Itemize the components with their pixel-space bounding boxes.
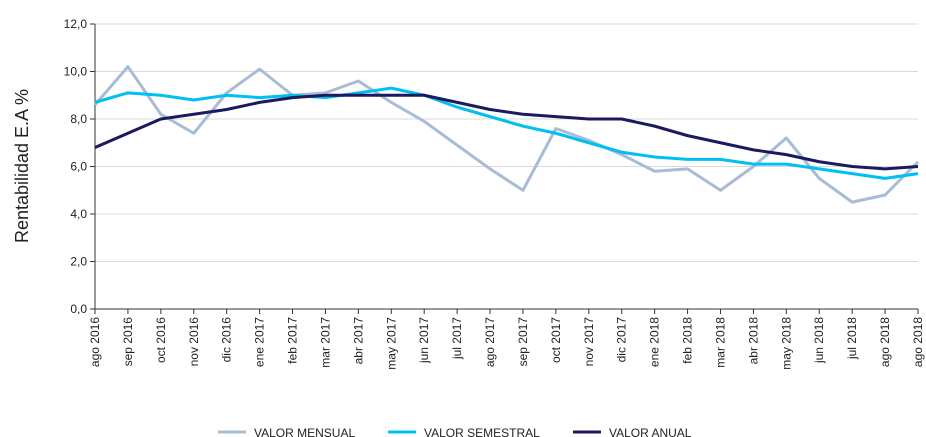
y-axis-title: Rentabilidad E.A %: [12, 89, 32, 243]
x-tick-label: ago 2018: [878, 317, 892, 367]
x-tick-label: oct 2016: [154, 317, 168, 363]
y-tick-label: 4,0: [70, 207, 87, 221]
y-tick-label: 10,0: [64, 65, 88, 79]
y-tick-label: 8,0: [70, 112, 87, 126]
x-tick-label: jul 2017: [450, 317, 464, 360]
x-tick-label: abr 2018: [746, 317, 760, 365]
x-tick-label: nov 2017: [582, 317, 596, 367]
x-tick-label: ago 2016: [88, 317, 102, 367]
series-line: [94, 86, 919, 180]
x-tick-label: feb 2018: [681, 317, 695, 364]
x-tick-label: may 2017: [384, 317, 398, 370]
x-tick-label: nov 2016: [187, 317, 201, 367]
series-line: [93, 65, 920, 204]
x-tick-label: ago 2017: [483, 317, 497, 367]
y-tick-label: 12,0: [64, 17, 88, 31]
x-tick-label: may 2018: [779, 317, 793, 370]
x-tick-label: sep 2016: [121, 317, 135, 367]
x-tick-label: mar 2018: [713, 317, 727, 368]
x-tick-label: ene 2017: [253, 317, 267, 367]
series-line: [94, 93, 919, 171]
x-tick-label: mar 2017: [318, 317, 332, 368]
x-tick-label: dic 2017: [615, 317, 629, 363]
legend-label: VALOR MENSUAL: [254, 426, 355, 437]
x-tick-label: oct 2017: [549, 317, 563, 363]
x-tick-label: feb 2017: [286, 317, 300, 364]
x-tick-label: jul 2018: [845, 317, 859, 360]
y-tick-label: 2,0: [70, 255, 87, 269]
legend-label: VALOR SEMESTRAL: [424, 426, 540, 437]
x-tick-label: ago 2018: [911, 317, 925, 367]
x-tick-label: ene 2018: [648, 317, 662, 367]
x-tick-label: jun 2018: [812, 317, 826, 364]
x-tick-label: dic 2016: [220, 317, 234, 363]
x-tick-label: sep 2017: [516, 317, 530, 367]
x-tick-label: abr 2017: [351, 317, 365, 365]
y-tick-label: 0,0: [70, 302, 87, 316]
x-tick-label: jun 2017: [417, 317, 431, 364]
y-tick-label: 6,0: [70, 160, 87, 174]
legend-label: VALOR ANUAL: [609, 426, 692, 437]
